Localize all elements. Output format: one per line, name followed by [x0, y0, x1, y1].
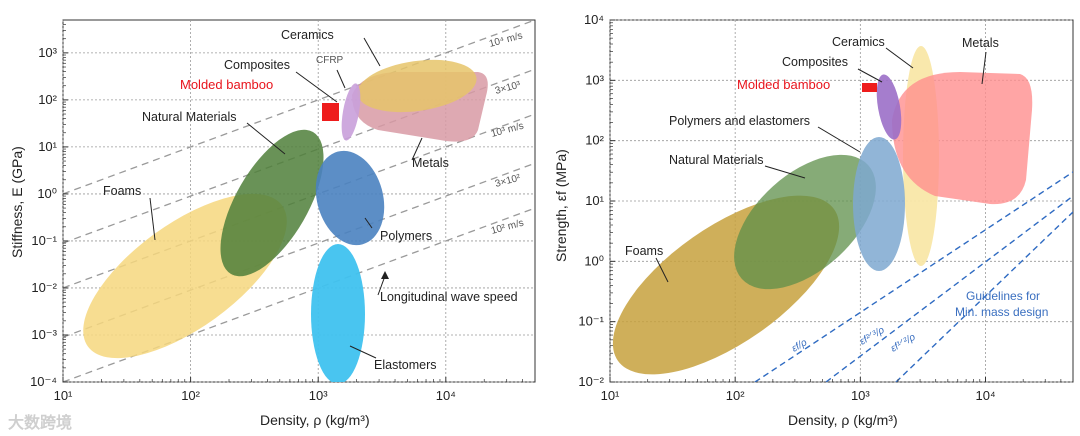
right-xtick-label: 10³ — [851, 388, 870, 403]
label-metals-r: Metals — [962, 36, 999, 50]
right-regions — [612, 46, 1073, 382]
left-ytick-label: 10³ — [38, 45, 57, 60]
label-ceramics: Ceramics — [281, 28, 334, 42]
left-ytick-label: 10¹ — [38, 139, 57, 154]
left-ytick-label: 10⁻⁴ — [30, 374, 57, 389]
label-composites-r: Composites — [782, 55, 848, 69]
label-natural-materials: Natural Materials — [142, 110, 236, 124]
right-xtick-label: 10² — [726, 388, 745, 403]
label-wave-speed: Longitudinal wave speed — [380, 290, 518, 304]
label-metals: Metals — [412, 156, 449, 170]
region-metals-r — [892, 72, 1033, 205]
left-xtick-label: 10² — [181, 388, 200, 403]
region-molded-bamboo-r — [862, 83, 877, 92]
left-ytick-label: 10² — [38, 92, 57, 107]
label-elastomers: Elastomers — [374, 358, 437, 372]
right-xlabel: Density, ρ (kg/m³) — [788, 412, 898, 428]
label-molded-bamboo-r: Molded bamboo — [737, 77, 830, 92]
right-leaders — [655, 47, 987, 283]
mass-guidelines — [754, 171, 1073, 382]
left-leaders — [149, 37, 423, 359]
left-xtick-label: 10¹ — [54, 388, 73, 403]
label-composites: Composites — [224, 58, 290, 72]
right-ytick-label: 10⁴ — [584, 12, 604, 27]
region-polymers-r — [853, 137, 905, 271]
right-ytick-label: 10³ — [585, 72, 604, 87]
region-cfrp — [341, 83, 361, 141]
left-ticks: 10¹ 10² 10³ 10⁴ 10⁻⁴ 10⁻³ 10⁻² 10⁻¹ 10⁰ 10¹ 10² 10³ — [30, 19, 536, 403]
wave-arrow-head — [381, 271, 389, 279]
right-ytick-label: 10² — [585, 133, 604, 148]
label-polymers-elastomers: Polymers and elastomers — [669, 114, 810, 128]
right-ticks: 10¹ 10² 10³ 10⁴ 10⁻² 10⁻¹ 10⁰ 10¹ 10² 10³ 10⁴ — [578, 12, 1074, 403]
region-molded-bamboo — [322, 103, 339, 121]
right-ylabel: Strength, εf (MPa) — [553, 149, 569, 262]
region-natural-materials — [220, 129, 324, 277]
left-ytick-label: 10⁰ — [37, 186, 57, 201]
label-ceramics-r: Ceramics — [832, 35, 885, 49]
left-ytick-label: 10⁻¹ — [31, 233, 57, 248]
left-xlabel: Density, ρ (kg/m³) — [260, 412, 370, 428]
label-foams-r: Foams — [625, 244, 663, 258]
right-ytick-label: 10¹ — [585, 193, 604, 208]
right-xtick-label: 10⁴ — [975, 388, 995, 403]
watermark: 大数跨境 — [8, 413, 72, 432]
label-guidelines-1: Guidelines for — [966, 289, 1040, 303]
region-ceramics — [357, 59, 477, 113]
left-regions — [63, 20, 535, 382]
label-cfrp: CFRP — [316, 55, 344, 66]
right-ytick-label: 10⁻² — [578, 374, 604, 389]
label-polymers: Polymers — [380, 229, 432, 243]
region-composites-r — [876, 74, 902, 140]
label-foams: Foams — [103, 184, 141, 198]
label-natural-materials-r: Natural Materials — [669, 153, 763, 167]
region-elastomers — [311, 244, 365, 382]
right-ytick-label: 10⁻¹ — [578, 314, 604, 329]
stiffness-chart: Ceramics Composites CFRP Molded bamboo N… — [9, 19, 536, 428]
left-ylabel: Stiffness, E (GPa) — [9, 146, 25, 258]
label-molded-bamboo: Molded bamboo — [180, 77, 273, 92]
left-ytick-label: 10⁻² — [31, 280, 57, 295]
region-natural-materials-r — [734, 154, 876, 290]
right-ytick-label: 10⁰ — [584, 253, 604, 268]
left-ytick-label: 10⁻³ — [31, 327, 57, 342]
left-xtick-label: 10⁴ — [436, 388, 456, 403]
left-xtick-label: 10³ — [309, 388, 328, 403]
right-xtick-label: 10¹ — [601, 388, 620, 403]
label-guidelines-2: Min. mass design — [955, 305, 1048, 319]
strength-chart: Ceramics Metals Composites Molded bamboo… — [553, 12, 1074, 428]
